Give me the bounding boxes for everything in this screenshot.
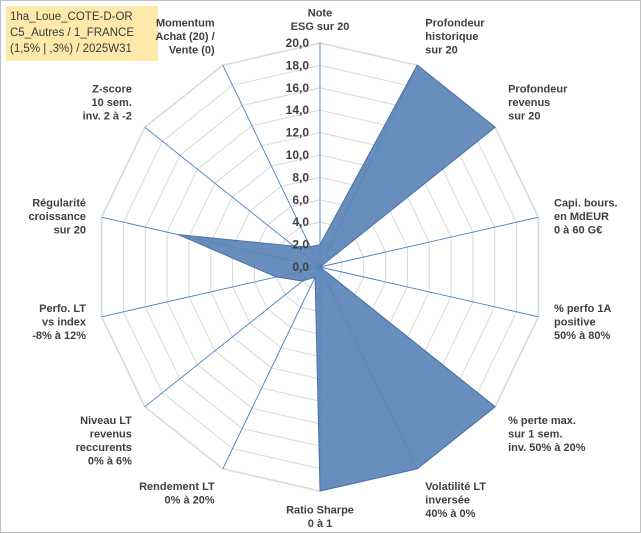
radar-spoke — [222, 65, 321, 268]
info-line-2: C5_Autres / 1_FRANCE — [10, 27, 134, 39]
axis-label: vs index — [42, 317, 87, 329]
tick-label: 14,0 — [286, 103, 310, 117]
radar-spoke — [222, 266, 321, 469]
axis-label-group: Perfo. LT vs index-8% à 12% — [32, 303, 87, 342]
tick-label: 6,0 — [292, 193, 309, 207]
tick-label: 4,0 — [292, 215, 309, 229]
axis-label: Capi. bours. — [554, 197, 618, 209]
axis-label: 0% à 6% — [88, 455, 132, 467]
tick-label: 20,0 — [286, 36, 310, 50]
axis-label: en MdEUR — [554, 211, 609, 223]
axis-label: inv. 50% à 20% — [508, 442, 586, 454]
info-box: 1ha_Loue_COTE-D-OR C5_Autres / 1_FRANCE … — [6, 6, 158, 61]
tick-label: 16,0 — [286, 81, 310, 95]
tick-label: 18,0 — [286, 58, 310, 72]
axis-label: Profondeur — [425, 18, 485, 30]
axis-label: Niveau LT — [80, 415, 132, 427]
axis-label: positive — [554, 317, 596, 329]
radar-spoke — [319, 266, 539, 318]
axis-label: Z-score — [92, 84, 132, 96]
axis-label: 0 à 60 G€ — [554, 224, 602, 236]
axis-label: 0% à 20% — [165, 494, 215, 506]
axis-label: sur 20 — [54, 224, 86, 236]
axis-label: Rendement LT — [139, 481, 215, 493]
tick-label: 12,0 — [286, 126, 310, 140]
axis-label: historique — [425, 31, 478, 43]
info-line-3: (1,5% | ,3%) / 2025W31 — [10, 43, 132, 55]
tick-layer: 0,0 2,0 4,0 6,0 8,0 10,0 12,0 14,0 16,0 18,0 20,0 — [286, 36, 310, 274]
tick-label: 0,0 — [292, 260, 309, 274]
axis-label: Perfo. LT — [39, 303, 86, 315]
axis-label: 40% à 0% — [425, 508, 475, 520]
axis-label: revenus — [508, 97, 550, 109]
axis-label: % perfo 1A — [554, 303, 612, 315]
axis-label: revenus — [90, 428, 132, 440]
axis-label-group: Rendement LT0% à 20% — [139, 481, 215, 507]
axis-label: sur 1 sem. — [508, 428, 562, 440]
axis-label: Momentum — [156, 18, 215, 30]
axis-label: % perte max. — [508, 415, 576, 427]
axis-label: 50% à 80% — [554, 330, 610, 342]
axis-label: Ratio Sharpe — [286, 505, 354, 517]
axis-label: sur 20 — [508, 111, 540, 123]
axis-label: Vente (0) — [169, 45, 215, 57]
radar-spoke — [144, 266, 321, 408]
axis-label: ESG sur 20 — [291, 21, 350, 33]
axis-label: inv. 2 à -2 — [83, 111, 132, 123]
axis-label: Achat (20) / — [155, 31, 214, 43]
tick-label: 10,0 — [286, 148, 310, 162]
axis-label: reccurents — [76, 442, 132, 454]
series-area — [177, 64, 496, 492]
axis-label: sur 20 — [425, 45, 457, 57]
axis-label: Volatilité LT — [425, 481, 486, 493]
axis-label: -8% à 12% — [32, 330, 86, 342]
axis-label: 0 à 1 — [308, 518, 332, 530]
axis-label: croissance — [29, 211, 86, 223]
axis-label: 10 sem. — [92, 97, 132, 109]
radar-spoke — [144, 126, 321, 268]
tick-label: 2,0 — [292, 238, 309, 252]
radar-spoke — [319, 216, 539, 268]
axis-label: Note — [308, 8, 332, 20]
axis-label: inversée — [425, 494, 470, 506]
series-layer — [177, 64, 496, 492]
axis-label: Profondeur — [508, 84, 568, 96]
axis-label-group: % perte max.sur 1 sem. inv. 50% à 20% — [508, 415, 586, 454]
axis-label: Régularité — [32, 197, 86, 209]
info-line-1: 1ha_Loue_COTE-D-OR — [10, 11, 133, 23]
tick-label: 8,0 — [292, 170, 309, 184]
